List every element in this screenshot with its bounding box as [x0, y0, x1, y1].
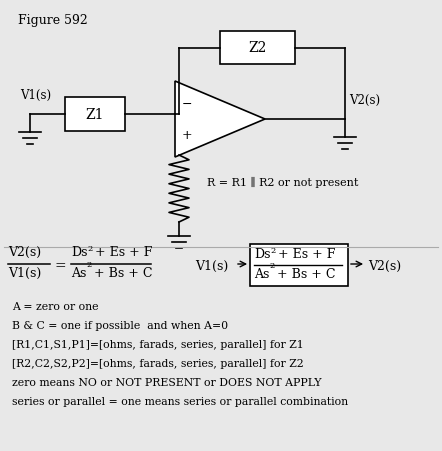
Text: As: As	[71, 267, 86, 279]
Bar	[220, 32, 295, 65]
Text: 2: 2	[269, 262, 274, 269]
Text: +: +	[182, 129, 192, 141]
Text: V2(s): V2(s)	[349, 93, 380, 106]
Bar	[250, 244, 348, 286]
Text: =: =	[55, 258, 67, 272]
Text: 2: 2	[86, 260, 91, 268]
Text: V1(s): V1(s)	[195, 259, 228, 272]
Text: V1(s): V1(s)	[20, 88, 51, 101]
Text: V2(s): V2(s)	[8, 245, 41, 258]
Text: A = zero or one: A = zero or one	[12, 301, 99, 311]
Text: Ds: Ds	[254, 248, 271, 260]
Text: Z1: Z1	[86, 108, 104, 122]
Text: V2(s): V2(s)	[368, 259, 401, 272]
Text: + Bs + C: + Bs + C	[90, 267, 152, 279]
Text: B & C = one if possible  and when A=0: B & C = one if possible and when A=0	[12, 320, 228, 330]
Text: V1(s): V1(s)	[8, 267, 41, 279]
Bar	[65, 98, 125, 132]
Text: + Es + F: + Es + F	[91, 245, 152, 258]
Text: Figure 592: Figure 592	[18, 14, 88, 27]
Text: [R1,C1,S1,P1]=[ohms, farads, series, parallel] for Z1: [R1,C1,S1,P1]=[ohms, farads, series, par…	[12, 339, 304, 349]
Text: R = R1 ∥ R2 or not present: R = R1 ∥ R2 or not present	[207, 177, 358, 188]
Polygon shape	[175, 82, 265, 158]
Text: series or parallel = one means series or parallel combination: series or parallel = one means series or…	[12, 396, 348, 406]
Text: 2: 2	[270, 246, 275, 254]
Text: As: As	[254, 267, 269, 281]
Text: zero means NO or NOT PRESENT or DOES NOT APPLY: zero means NO or NOT PRESENT or DOES NOT…	[12, 377, 321, 387]
Text: + Es + F: + Es + F	[274, 248, 335, 260]
Text: 2: 2	[87, 244, 92, 253]
Text: [R2,C2,S2,P2]=[ohms, farads, series, parallel] for Z2: [R2,C2,S2,P2]=[ohms, farads, series, par…	[12, 358, 304, 368]
Text: + Bs + C: + Bs + C	[273, 267, 335, 281]
Text: Ds: Ds	[71, 245, 88, 258]
Text: Z2: Z2	[248, 41, 267, 55]
Text: −: −	[182, 98, 192, 111]
